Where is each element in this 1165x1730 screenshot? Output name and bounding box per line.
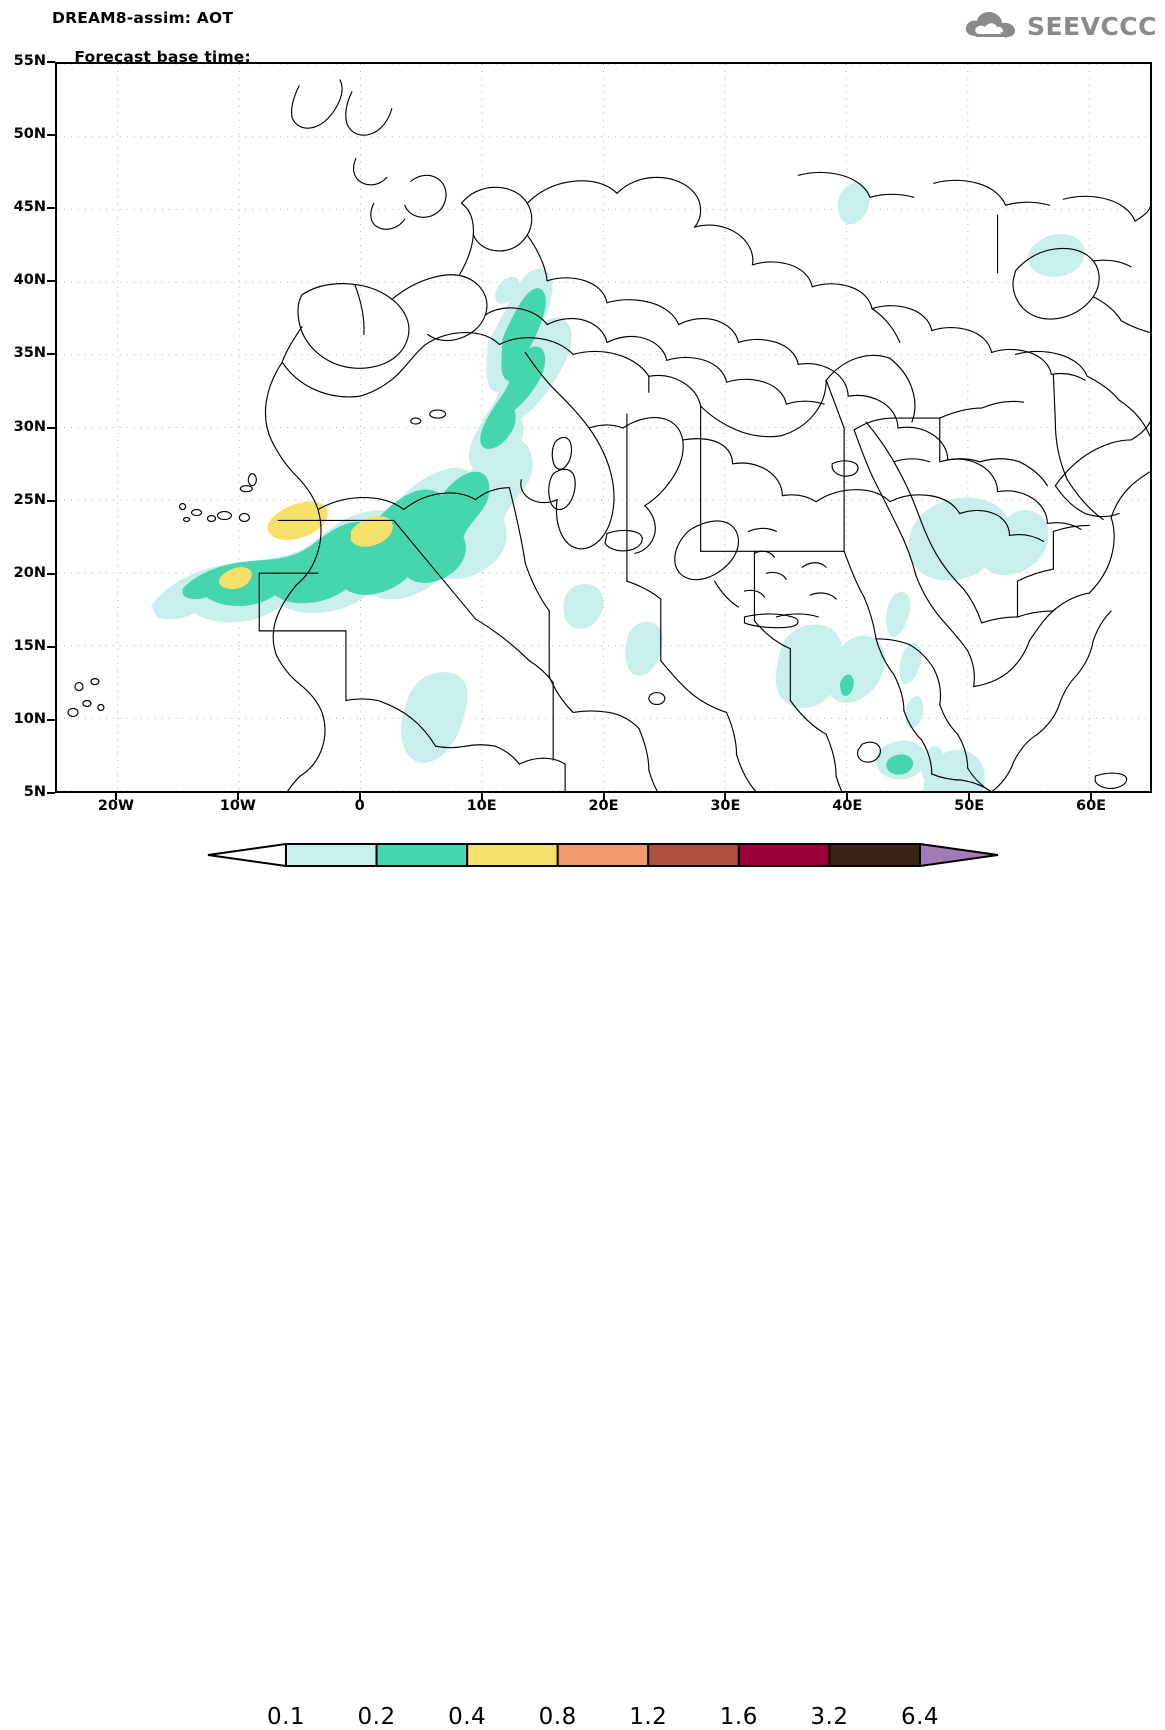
- colorbar-segment: [466, 843, 559, 867]
- x-tick-mark: [602, 793, 605, 800]
- y-tick-label: 30N: [13, 418, 46, 435]
- y-tick-label: 35N: [13, 345, 46, 362]
- colorbar-tick-label: 0.8: [538, 1704, 577, 1730]
- x-tick-mark: [724, 793, 727, 800]
- y-tick-label: 55N: [13, 53, 46, 69]
- x-tick-label: 50E: [954, 798, 985, 814]
- colorbar-segment: [828, 843, 922, 867]
- y-tick-label: 40N: [13, 272, 46, 289]
- colorbar-segment: [737, 843, 831, 867]
- x-tick-mark: [1090, 793, 1093, 800]
- y-tick-label: 20N: [13, 564, 46, 581]
- y-tick-label: 50N: [13, 126, 46, 143]
- header: DREAM8-assim: AOT Forecast base time: 00…: [0, 0, 1165, 138]
- y-tick-label: 10N: [13, 710, 46, 727]
- colorbar: 0.1 0.2 0.4 0.8 1.2 1.6 3.2 6.4: [0, 838, 1165, 1730]
- y-tick-mark: [47, 207, 55, 210]
- map-plot-area: [55, 62, 1152, 793]
- y-tick-mark: [47, 61, 55, 63]
- y-tick-mark: [47, 718, 55, 721]
- cloud-icon: [965, 11, 1015, 39]
- x-tick-label: 10W: [219, 798, 256, 814]
- colorbar-tick-label: 1.6: [719, 1704, 758, 1730]
- gridlines: [57, 64, 1150, 791]
- x-tick-mark: [114, 793, 117, 800]
- seevccc-logo: SEEVCCC: [962, 6, 1157, 46]
- x-tick-label: 20W: [97, 798, 135, 814]
- colorbar-segment: [285, 843, 378, 867]
- y-tick-mark: [47, 499, 55, 502]
- y-tick-mark: [47, 426, 55, 429]
- base-time-label: Forecast base time:: [74, 48, 251, 66]
- colorbar-tick-label: 1.2: [629, 1704, 668, 1730]
- colorbar-tick-label: 0.1: [266, 1704, 306, 1730]
- y-tick-label: 5N: [23, 784, 46, 800]
- colorbar-segment: [556, 843, 650, 867]
- x-tick-label: 40E: [832, 798, 863, 814]
- colorbar-segment: [647, 843, 740, 867]
- y-tick-label: 15N: [13, 637, 46, 654]
- aot-contour-fills: [151, 182, 1085, 791]
- x-tick-label: 20E: [588, 798, 619, 814]
- x-tick-label: 60E: [1076, 798, 1107, 814]
- x-tick-label: 0: [354, 798, 365, 814]
- y-tick-mark: [47, 353, 55, 356]
- y-tick-mark: [47, 645, 55, 648]
- logo-text: SEEVCCC: [1026, 11, 1157, 41]
- y-tick-mark: [47, 572, 55, 575]
- colorbar-over-arrow: [919, 842, 999, 868]
- x-tick-label: 30E: [710, 798, 741, 814]
- colorbar-tick-label: 0.2: [357, 1704, 396, 1730]
- colorbar-segment: [375, 843, 469, 867]
- x-tick-mark: [968, 793, 971, 800]
- x-tick-mark: [358, 793, 361, 800]
- map-outlines: [67, 79, 1150, 791]
- y-tick-mark: [47, 792, 55, 794]
- x-tick-label: 10E: [466, 798, 497, 814]
- x-tick-mark: [236, 793, 239, 800]
- aot-contour-map: [57, 64, 1150, 791]
- page-title: DREAM8-assim: AOT: [52, 9, 234, 27]
- colorbar-tick-label: 3.2: [810, 1704, 849, 1730]
- y-tick-label: 25N: [13, 491, 46, 508]
- colorbar-tick-label: 0.4: [448, 1704, 487, 1730]
- colorbar-swatches: [207, 842, 999, 868]
- colorbar-under-arrow: [207, 842, 287, 868]
- colorbar-tick-label: 6.4: [900, 1704, 940, 1730]
- y-tick-mark: [47, 280, 55, 283]
- x-tick-mark: [480, 793, 483, 800]
- x-tick-mark: [846, 793, 849, 800]
- y-tick-mark: [47, 134, 55, 137]
- y-tick-label: 45N: [13, 199, 46, 216]
